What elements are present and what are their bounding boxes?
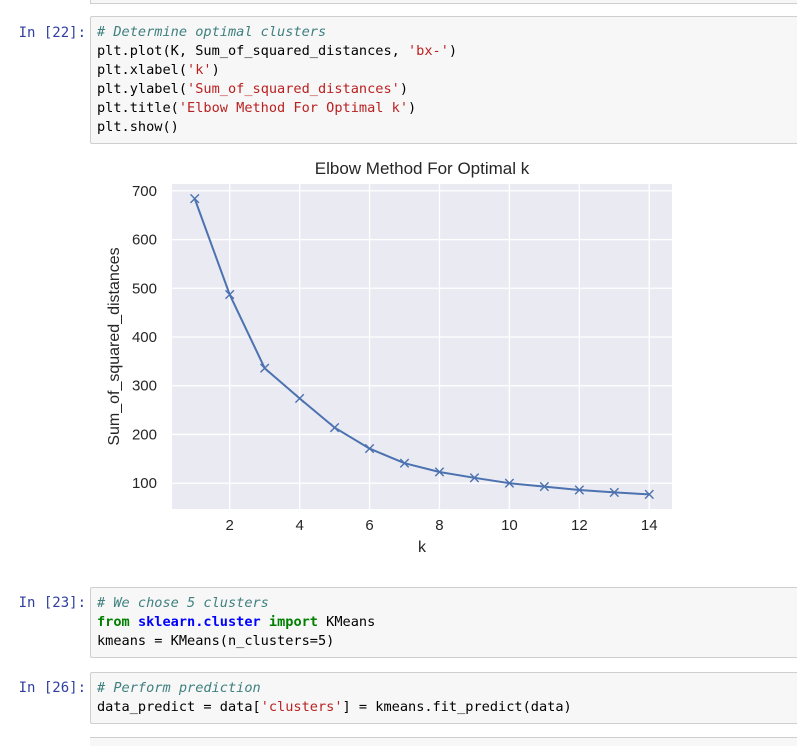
x-tick-label: 4 — [295, 517, 303, 534]
code-token: plt.ylabel( — [97, 81, 188, 97]
y-tick-label: 600 — [132, 232, 157, 249]
previous-cell-edge — [90, 0, 797, 4]
code-editor[interactable]: # Perform prediction data_predict = data[… — [97, 679, 792, 717]
code-line: kmeans = KMeans(n_clusters=5) — [97, 632, 792, 651]
x-tick-label: 2 — [226, 517, 234, 534]
code-token: 'clusters' — [260, 699, 343, 715]
code-line: plt.title('Elbow Method For Optimal k') — [97, 99, 792, 118]
code-line: # Perform prediction — [97, 679, 792, 698]
y-tick-label: 300 — [132, 378, 157, 395]
code-cell[interactable]: # Determine optimal clusters plt.plot(K, … — [90, 16, 797, 144]
code-line: plt.xlabel('k') — [97, 61, 792, 80]
data-point-marker — [469, 473, 480, 483]
data-point-marker — [539, 481, 550, 492]
plot-area — [172, 184, 672, 509]
y-tick-label: 500 — [132, 280, 157, 297]
code-editor[interactable]: # We chose 5 clusters from sklearn.cluste… — [97, 594, 792, 651]
code-token: kmeans = KMeans(n_clusters=5) — [97, 633, 335, 649]
code-token: plt.title( — [97, 100, 179, 116]
code-token: ) — [408, 100, 417, 116]
chart-title: Elbow Method For Optimal k — [315, 159, 530, 178]
code-token: 'k' — [187, 62, 212, 78]
code-token: ) — [448, 43, 458, 59]
code-token: import — [268, 614, 318, 630]
x-axis-label: k — [418, 539, 427, 556]
code-token: # Perform prediction — [97, 680, 261, 696]
code-token: 'bx-' — [408, 43, 449, 59]
code-token: plt.show() — [97, 119, 179, 135]
code-token: plt.xlabel( — [97, 62, 188, 78]
code-line: # We chose 5 clusters — [97, 594, 792, 613]
cell-prompt: In [23]: — [18, 595, 86, 611]
code-token: from — [97, 614, 130, 630]
data-point-marker — [399, 458, 410, 468]
code-line: from sklearn.cluster import KMeans — [97, 613, 792, 632]
cell-prompt: In [26]: — [18, 680, 86, 696]
code-cell[interactable]: # We chose 5 clusters from sklearn.cluste… — [90, 587, 797, 658]
code-line: data_predict = data['clusters'] = kmeans… — [97, 698, 792, 717]
code-line: # Determine optimal clusters — [97, 23, 792, 42]
data-point-marker — [504, 478, 515, 488]
y-tick-label: 400 — [132, 329, 157, 346]
series-line — [193, 198, 650, 496]
code-token: # Determine optimal clusters — [97, 24, 327, 40]
code-token: KMeans — [318, 614, 376, 630]
code-token: data_predict = data[ — [97, 699, 261, 715]
y-axis-label: Sum_of_squared_distances — [106, 247, 123, 445]
data-point-marker — [259, 363, 270, 373]
code-token: 'Elbow Method For Optimal k' — [178, 100, 408, 116]
y-tick-label: 100 — [132, 475, 157, 492]
cell-prompt: In [22]: — [18, 25, 86, 41]
data-point-marker — [609, 487, 620, 498]
code-editor[interactable]: # Determine optimal clusters plt.plot(K, … — [97, 23, 792, 137]
data-point-marker — [224, 289, 235, 300]
data-point-marker — [329, 422, 340, 433]
x-tick-label: 14 — [641, 517, 658, 534]
data-point-marker — [364, 443, 375, 454]
next-cell-edge — [90, 737, 797, 746]
code-line: plt.plot(K, Sum_of_squared_distances, 'b… — [97, 42, 792, 61]
x-tick-label: 12 — [571, 517, 588, 534]
code-cell[interactable]: # Perform prediction data_predict = data[… — [90, 672, 797, 724]
data-point-marker — [294, 393, 305, 404]
y-tick-label: 700 — [132, 183, 157, 200]
data-point-marker — [190, 193, 200, 204]
code-token: plt.plot(K, Sum_of_squared_distances, — [97, 43, 408, 59]
code-token — [130, 614, 138, 630]
code-token — [261, 614, 269, 630]
code-token: sklearn.cluster — [137, 614, 261, 630]
x-tick-label: 10 — [501, 517, 518, 534]
code-line: plt.ylabel('Sum_of_squared_distances') — [97, 80, 792, 99]
y-tick-label: 200 — [132, 426, 157, 443]
x-tick-label: 6 — [365, 517, 373, 534]
elbow-chart: 2 4 6 8 10 12 14 100 200 300 400 500 600 700 Elbow Met… — [106, 159, 672, 556]
data-point-marker — [434, 467, 445, 477]
x-tick-label: 8 — [435, 517, 443, 534]
code-token: # We chose 5 clusters — [97, 595, 269, 611]
code-token: ) — [399, 81, 409, 97]
data-point-marker — [644, 489, 654, 500]
code-token: ) — [211, 62, 220, 78]
code-line: plt.show() — [97, 118, 792, 137]
code-token: ] = kmeans.fit_predict(data) — [342, 699, 572, 715]
data-point-marker — [574, 485, 585, 495]
code-token: 'Sum_of_squared_distances' — [187, 81, 400, 97]
